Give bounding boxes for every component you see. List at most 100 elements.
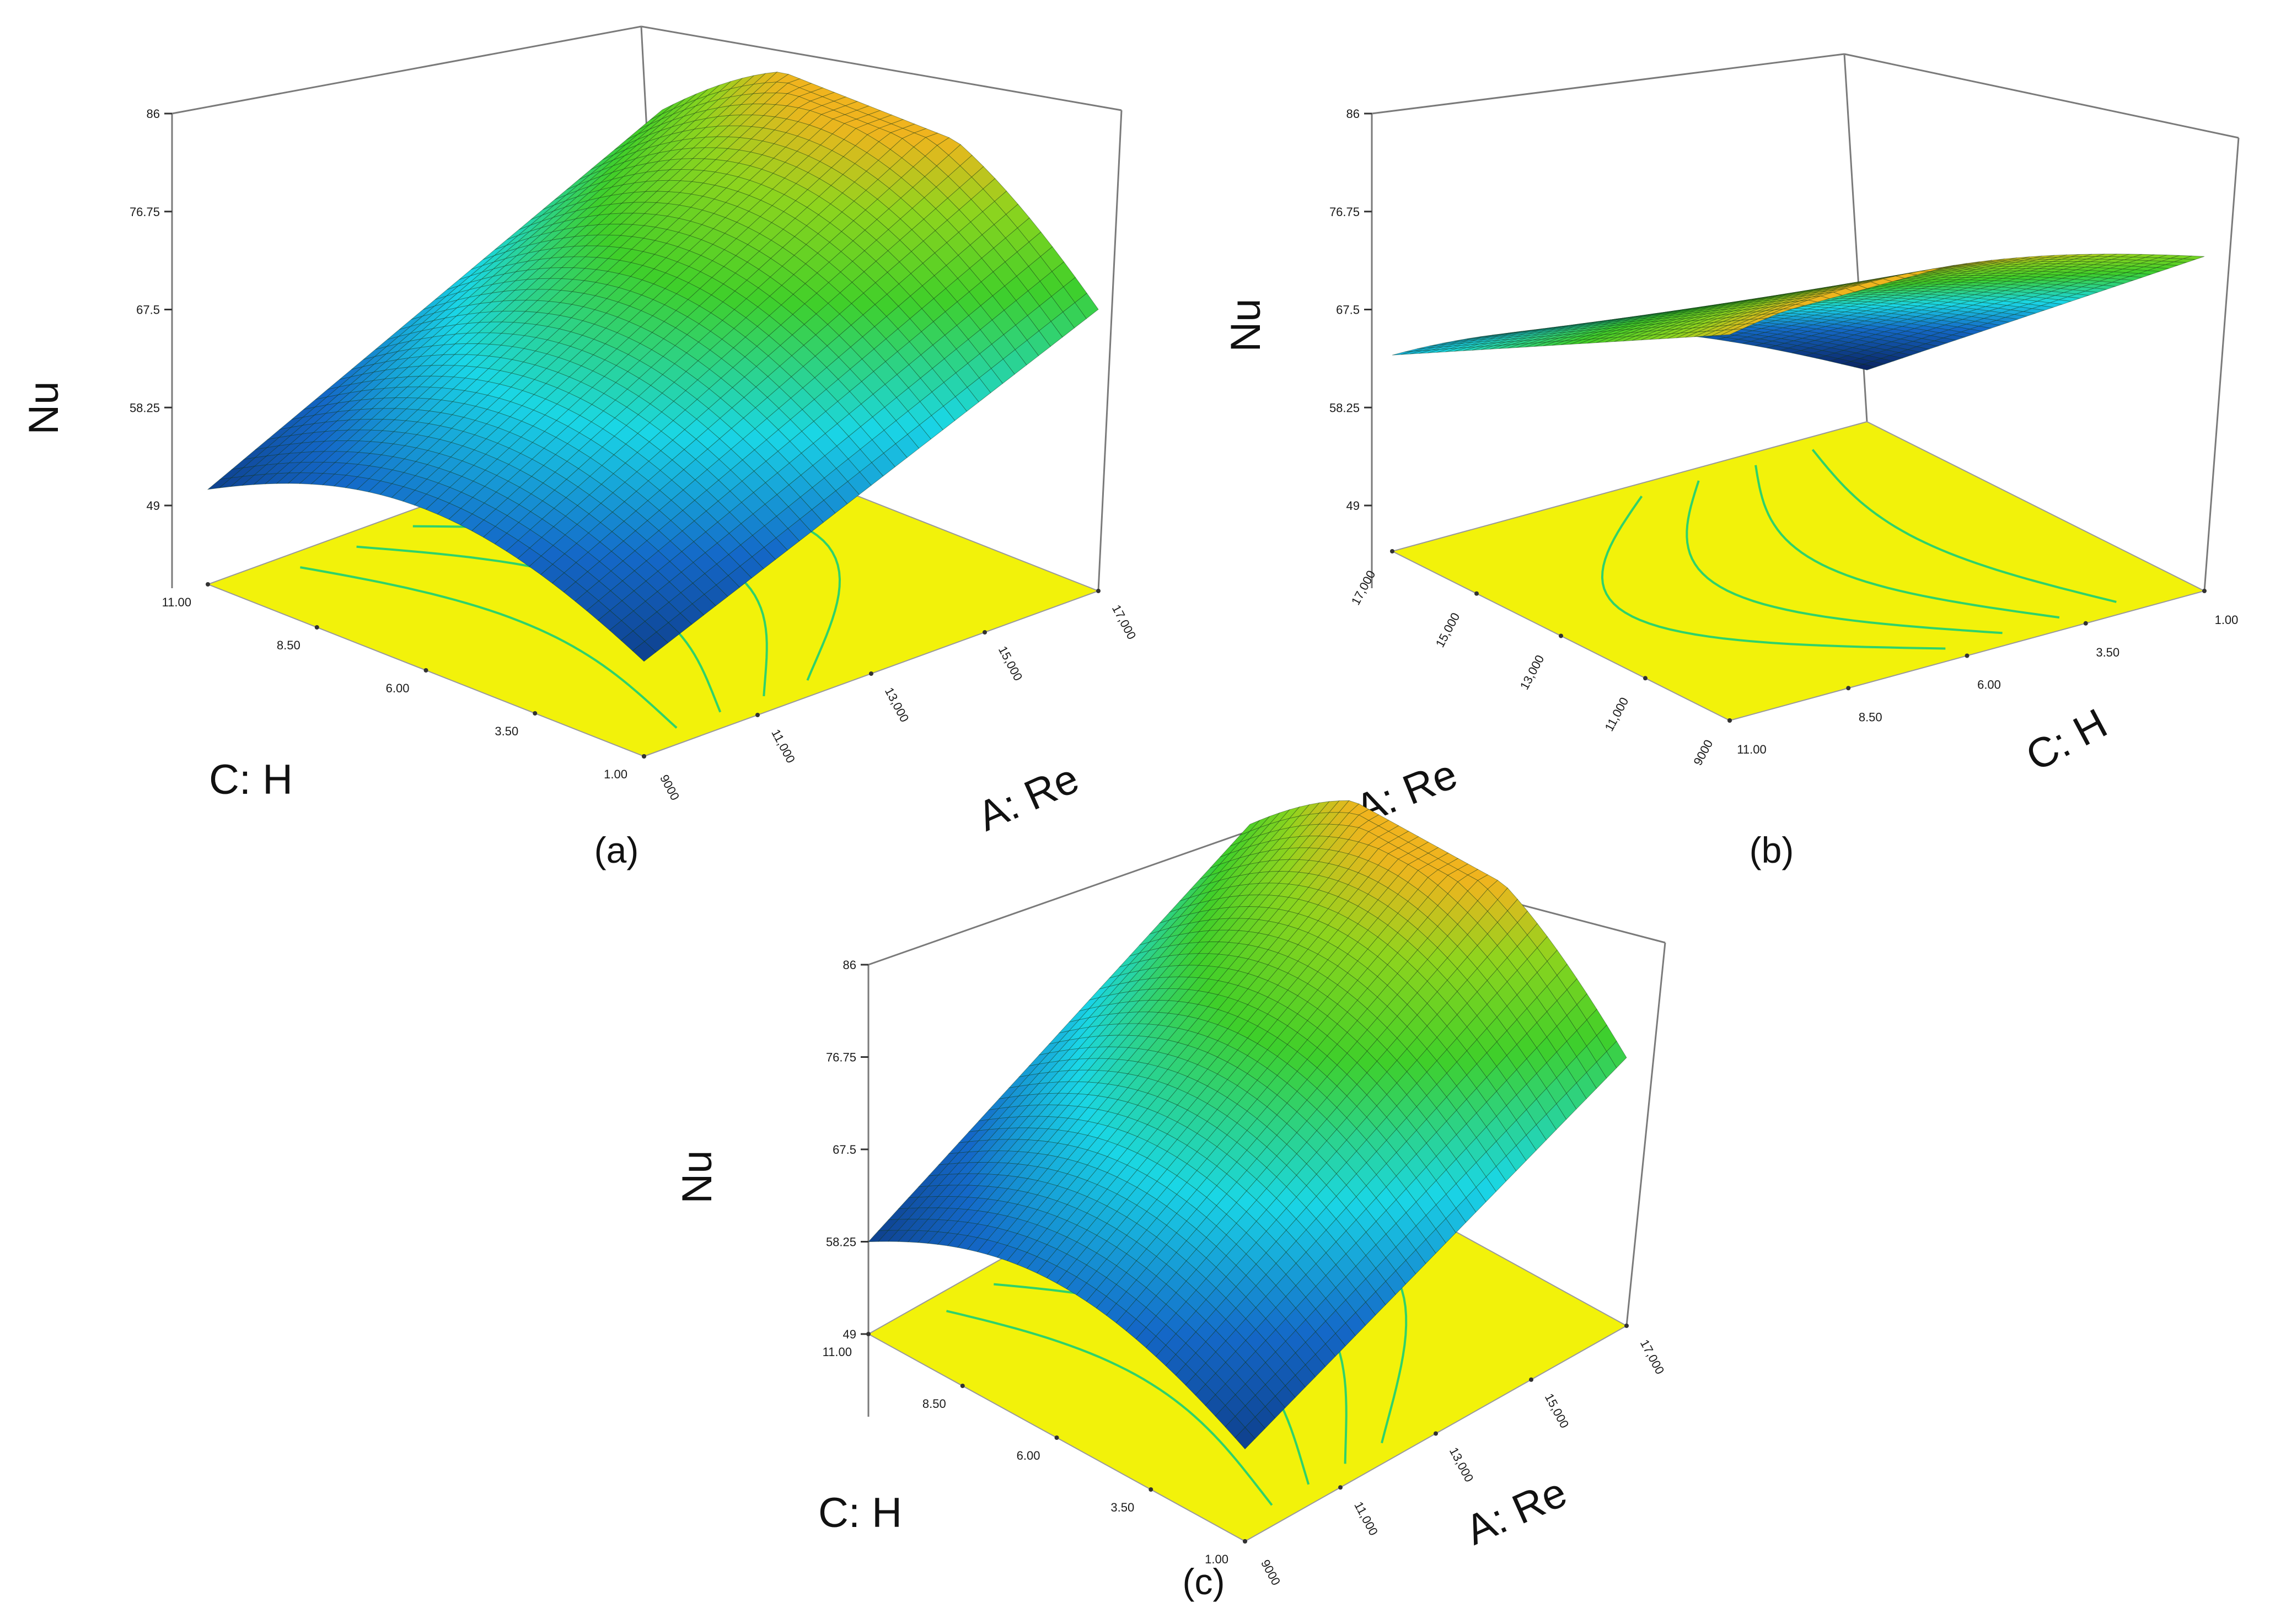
y-tick-label: 6.00 (1977, 678, 2001, 692)
surface-cell (925, 132, 950, 146)
surface-cell (767, 386, 791, 409)
surface-cell (496, 481, 520, 499)
surface-cell (923, 208, 948, 231)
surface-cell (855, 134, 879, 153)
surface-cell (507, 470, 532, 488)
panel-b: 49 58.25 67.5 76.75 86 9000 11,000 13,000 15,000… (1222, 53, 2240, 870)
surface-cell (668, 612, 693, 634)
surface-cell (859, 462, 884, 486)
y-tick-label: 17,000 (1109, 603, 1139, 642)
surface-cell (654, 216, 680, 230)
surface-cell (668, 180, 693, 193)
surface-cell (456, 294, 481, 308)
surface-cell (531, 465, 556, 483)
surface-cell (466, 332, 491, 344)
surface-cell (575, 590, 599, 611)
surface-cell (501, 322, 526, 335)
surface-cell (855, 123, 880, 135)
surface-cell (551, 572, 576, 593)
surface-cell (311, 451, 336, 463)
surface-cell (660, 439, 685, 460)
surface-cell (722, 309, 747, 329)
x-axis-title: C: H (818, 1489, 902, 1536)
surface-cell (606, 287, 631, 303)
surface-cell (745, 306, 770, 327)
surface-cell (819, 167, 844, 186)
y-tick-label: 9000 (657, 772, 682, 803)
x-tick-label: 9000 (1691, 738, 1715, 768)
surface-cell (738, 165, 763, 181)
surface-cell (897, 364, 921, 389)
surface-cell (742, 471, 766, 493)
surface-cell (743, 386, 768, 408)
surface-cell (833, 96, 858, 106)
surface-cell (727, 137, 752, 150)
surface-cell (369, 454, 394, 468)
surface-cell (613, 444, 638, 464)
surface-cell (576, 552, 600, 572)
y-axis-title: A: Re (971, 755, 1086, 840)
surface-cell (460, 497, 485, 514)
x-tick-label: 17,000 (1349, 568, 1378, 607)
surface-cell (734, 279, 759, 299)
surface-cell (387, 326, 411, 340)
surface-cell (981, 248, 1006, 272)
surface-cell (646, 159, 671, 173)
surface-cell (867, 110, 893, 120)
surface-cell (854, 190, 878, 211)
surface-cell (662, 363, 687, 383)
surface-cell (219, 467, 244, 480)
z-tick-label: 67.5 (1336, 303, 1360, 317)
y-tick-mark (1434, 1431, 1438, 1436)
surface-cell (815, 303, 840, 325)
y-tick-mark (642, 754, 646, 759)
y-tick-mark (2202, 589, 2207, 593)
surface-cell (886, 305, 910, 330)
surface-cell (207, 477, 232, 490)
surface-cell (721, 328, 746, 348)
surface-cell (624, 471, 649, 492)
surface-cell (790, 388, 815, 410)
y-tick-mark (1243, 1539, 1247, 1544)
surface-cell (482, 526, 507, 545)
surface-cell (265, 453, 291, 465)
x-tick-mark (960, 1384, 965, 1388)
z-tick-label: 76.75 (1329, 205, 1360, 219)
x-tick-mark (1390, 549, 1394, 553)
surface-cell (752, 525, 777, 548)
surface-cell (909, 308, 934, 332)
x-tick-mark (206, 582, 210, 587)
surface-cell (604, 348, 629, 366)
surface-cell (311, 461, 336, 474)
surface-cell (739, 556, 764, 579)
surface-cell (623, 550, 647, 572)
surface-cell (638, 367, 663, 386)
surface-cell (514, 278, 539, 291)
surface-cell (546, 329, 572, 343)
surface-cell (933, 311, 957, 336)
surface-cell (943, 372, 968, 397)
surface-cell (405, 397, 431, 410)
surface-cell (1003, 325, 1028, 350)
surface-cell (790, 409, 814, 432)
surface-cell (909, 331, 933, 356)
surface-cell (626, 414, 651, 434)
surface-cell (581, 354, 605, 372)
surface-cell (300, 440, 325, 453)
y-tick-mark (1529, 1377, 1533, 1382)
surface-cell (682, 499, 707, 521)
x-tick-label: 13,000 (1517, 653, 1547, 692)
surface-cell (768, 325, 793, 346)
surface-cell (959, 154, 984, 178)
surface-cell (840, 240, 865, 262)
surface-cell (333, 475, 358, 488)
response-surface (207, 71, 1099, 662)
surface-cell (666, 232, 691, 248)
surface-cell (798, 83, 824, 93)
surface-cell (817, 241, 842, 263)
surface-cell (586, 600, 611, 621)
surface-cell (908, 401, 932, 426)
surface-cell (752, 547, 776, 569)
surface-cell (674, 334, 699, 353)
